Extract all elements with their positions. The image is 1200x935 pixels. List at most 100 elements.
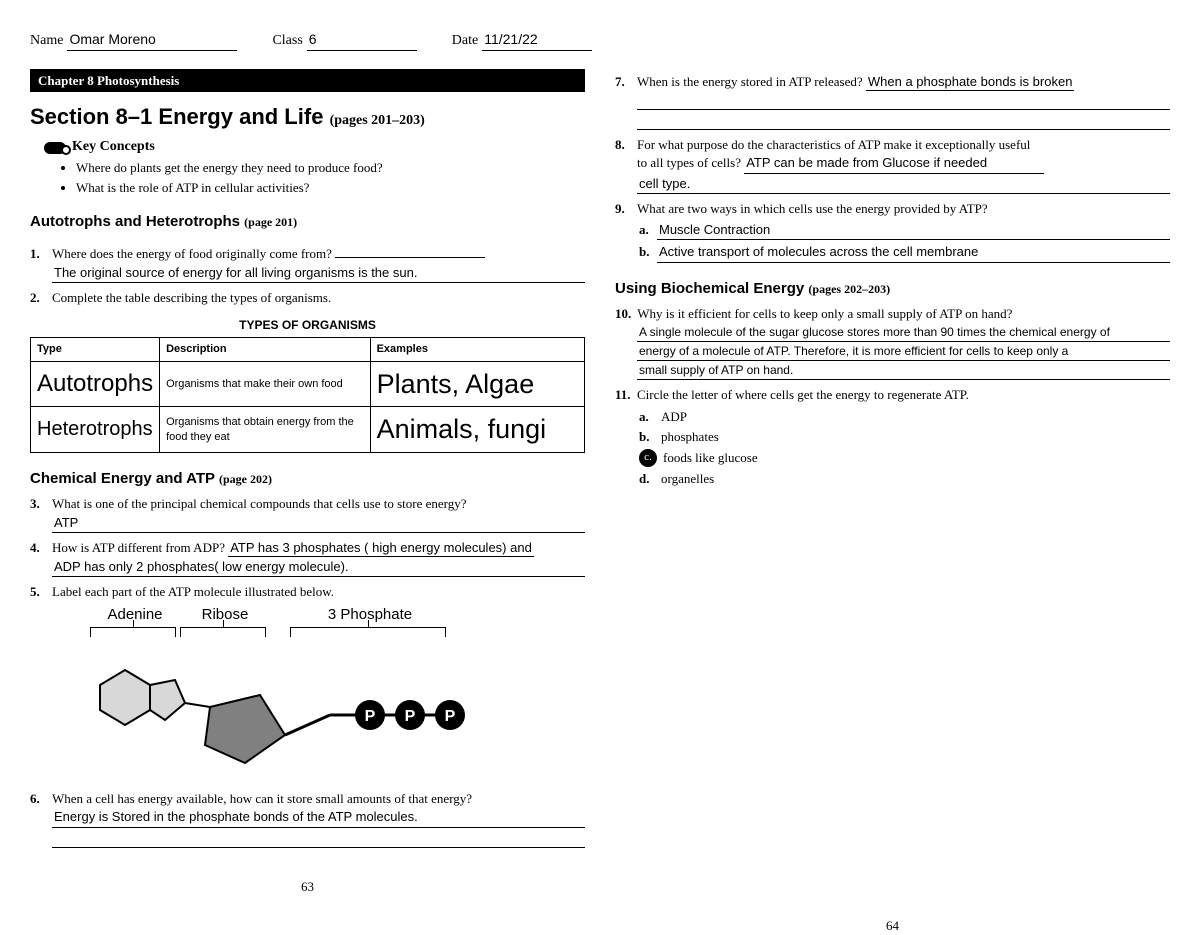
key-concept-item: Where do plants get the energy they need… [76, 159, 585, 177]
mc-letter: d. [639, 470, 655, 488]
q7-text: When is the energy stored in ATP release… [637, 74, 863, 89]
key-concept-item: What is the role of ATP in cellular acti… [76, 179, 585, 197]
q-text: How is ATP different from ADP? ATP has 3… [52, 539, 585, 557]
atp-labels: Adenine Ribose 3 Phosphate [90, 605, 585, 625]
name-field: Name Omar Moreno [30, 30, 237, 51]
name-label: Name [30, 32, 63, 51]
blank [335, 242, 485, 258]
q8-answer-1: ATP can be made from Glucose if needed [744, 154, 1044, 174]
subhead-page: (pages 202–203) [808, 282, 890, 296]
mc-letter: b. [639, 428, 655, 446]
mc-option: d. organelles [639, 470, 1170, 488]
q-text: When is the energy stored in ATP release… [637, 73, 1170, 91]
sub-item-a: a. Muscle Contraction [639, 220, 1170, 241]
question-7: 7. When is the energy stored in ATP rele… [615, 73, 1170, 91]
q1-answer: The original source of energy for all li… [52, 264, 585, 284]
question-8: 8. For what purpose do the characteristi… [615, 136, 1170, 173]
q-number: 11. [615, 386, 631, 404]
q-text: Complete the table describing the types … [52, 289, 585, 307]
q10-a3: small supply of ATP on hand. [637, 362, 1170, 380]
q-number: 3. [30, 495, 46, 513]
bracket [290, 627, 446, 637]
mc-letter-circled: c. [639, 449, 657, 467]
mc-option: b. phosphates [639, 428, 1170, 446]
class-label: Class [272, 32, 302, 51]
mc-text: ADP [661, 408, 687, 426]
right-column: 7. When is the energy stored in ATP rele… [615, 69, 1170, 935]
key-concepts-header: Key Concepts [44, 138, 585, 157]
label-adenine: Adenine [90, 605, 180, 625]
section-title: Section 8–1 Energy and Life (pages 201–2… [30, 102, 585, 132]
q9-b-answer: Active transport of molecules across the… [657, 243, 1170, 263]
date-field: Date 11/21/22 [452, 30, 592, 51]
q-text: Circle the letter of where cells get the… [637, 386, 1170, 404]
subhead-chemical: Chemical Energy and ATP (page 202) [30, 469, 585, 489]
q-text: Why is it efficient for cells to keep on… [637, 305, 1170, 323]
date-value: 11/21/22 [482, 30, 592, 51]
organisms-table: Type Description Examples Autotrophs Org… [30, 337, 585, 453]
question-1: 1. Where does the energy of food origina… [30, 238, 585, 263]
subhead-title: Using Biochemical Energy [615, 280, 804, 297]
key-icon [44, 142, 66, 154]
chapter-bar: Chapter 8 Photosynthesis [30, 69, 585, 93]
question-9: 9. What are two ways in which cells use … [615, 200, 1170, 218]
class-field: Class 6 [272, 30, 416, 51]
q8-text2: to all types of cells? [637, 155, 741, 170]
subhead-title: Autotrophs and Heterotrophs [30, 213, 240, 230]
bracket [180, 627, 266, 637]
table-header-row: Type Description Examples [31, 338, 585, 362]
svg-text:P: P [445, 708, 456, 725]
q-text: What is one of the principal chemical co… [52, 495, 585, 513]
class-value: 6 [307, 30, 417, 51]
blank-line [637, 94, 1170, 110]
blank-line [52, 832, 585, 848]
page-number-right: 64 [615, 917, 1170, 935]
q6-answer: Energy is Stored in the phosphate bonds … [52, 808, 585, 828]
name-value: Omar Moreno [67, 30, 237, 51]
left-column: Chapter 8 Photosynthesis Section 8–1 Ene… [30, 69, 585, 935]
cell-ex: Plants, Algae [370, 362, 584, 407]
key-concepts-list: Where do plants get the energy they need… [76, 159, 585, 196]
label-ribose: Ribose [180, 605, 270, 625]
atp-diagram: P P P [70, 645, 585, 770]
bracket [90, 627, 176, 637]
q-number: 5. [30, 583, 46, 601]
q9-a-answer: Muscle Contraction [657, 221, 1170, 241]
q1-text: Where does the energy of food originally… [52, 246, 332, 261]
date-label: Date [452, 32, 478, 51]
mc-letter: a. [639, 408, 655, 426]
q3-answer: ATP [52, 514, 585, 534]
q9-sublist: a. Muscle Contraction b. Active transpor… [639, 220, 1170, 263]
section-title-text: Section 8–1 Energy and Life [30, 104, 323, 129]
q-number: 2. [30, 289, 46, 307]
th-type: Type [31, 338, 160, 362]
q7-answer: When a phosphate bonds is broken [866, 74, 1075, 91]
question-5: 5. Label each part of the ATP molecule i… [30, 583, 585, 601]
subhead-page: (page 201) [244, 215, 297, 229]
section-pages: (pages 201–203) [330, 113, 425, 128]
table-title: TYPES OF ORGANISMS [30, 317, 585, 333]
q10-a2: energy of a molecule of ATP. Therefore, … [637, 343, 1170, 361]
q-number: 1. [30, 245, 46, 263]
sub-item-b: b. Active transport of molecules across … [639, 242, 1170, 263]
q4-text: How is ATP different from ADP? [52, 540, 225, 555]
header-fields: Name Omar Moreno Class 6 Date 11/21/22 [30, 30, 1170, 51]
subhead-autotrophs: Autotrophs and Heterotrophs (page 201) [30, 212, 585, 232]
table-row: Heterotrophs Organisms that obtain energ… [31, 407, 585, 452]
q-text: When a cell has energy available, how ca… [52, 790, 585, 808]
q-text: For what purpose do the characteristics … [637, 136, 1170, 173]
atp-svg: P P P [70, 645, 490, 765]
key-concepts-label: Key Concepts [72, 138, 155, 157]
cell-desc: Organisms that obtain energy from the fo… [160, 407, 371, 452]
mc-text: foods like glucose [663, 449, 758, 467]
sub-letter: b. [639, 243, 653, 261]
subhead-page: (page 202) [219, 472, 272, 486]
mc-text: phosphates [661, 428, 719, 446]
mc-text: organelles [661, 470, 714, 488]
question-10: 10. Why is it efficient for cells to kee… [615, 305, 1170, 323]
q-number: 9. [615, 200, 631, 218]
question-2: 2. Complete the table describing the typ… [30, 289, 585, 307]
question-11: 11. Circle the letter of where cells get… [615, 386, 1170, 404]
q-number: 10. [615, 305, 631, 323]
q-text: Where does the energy of food originally… [52, 238, 585, 263]
